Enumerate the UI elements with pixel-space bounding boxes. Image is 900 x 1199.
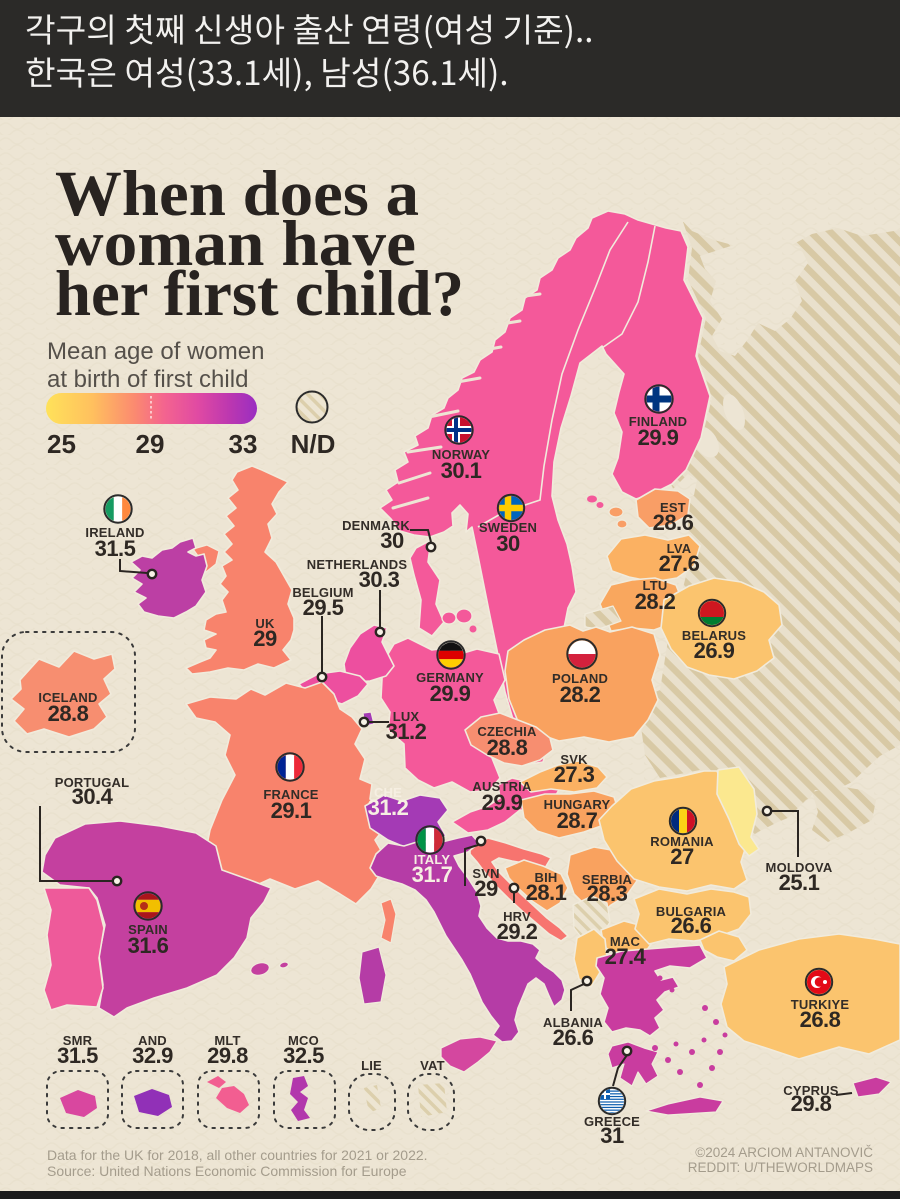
- svg-text:LIE: LIE: [361, 1058, 382, 1073]
- svg-text:27.6: 27.6: [659, 551, 700, 576]
- svg-text:32.5: 32.5: [283, 1043, 324, 1068]
- svg-text:31.7: 31.7: [412, 862, 453, 887]
- svg-text:29.8: 29.8: [791, 1091, 832, 1116]
- svg-text:FINLAND: FINLAND: [629, 414, 687, 429]
- svg-text:31.5: 31.5: [57, 1043, 98, 1068]
- svg-text:HUNGARY: HUNGARY: [544, 797, 611, 812]
- svg-text:30: 30: [380, 528, 404, 553]
- svg-text:N/D: N/D: [291, 429, 336, 459]
- svg-text:ROMANIA: ROMANIA: [650, 834, 714, 849]
- svg-text:30.3: 30.3: [359, 567, 400, 592]
- svg-text:26.8: 26.8: [800, 1007, 841, 1032]
- svg-text:BELGIUM: BELGIUM: [292, 585, 353, 600]
- svg-text:27: 27: [670, 844, 694, 869]
- svg-text:PORTUGAL: PORTUGAL: [55, 775, 130, 790]
- svg-text:DENMARK: DENMARK: [342, 518, 410, 533]
- svg-text:29.2: 29.2: [497, 919, 538, 944]
- svg-text:SVK: SVK: [560, 752, 588, 767]
- svg-text:SERBIA: SERBIA: [582, 872, 633, 887]
- svg-text:UK: UK: [255, 616, 275, 631]
- svg-text:LVA: LVA: [667, 541, 692, 556]
- svg-text:MOLDOVA: MOLDOVA: [766, 860, 833, 875]
- svg-text:Mean age of women: Mean age of women: [47, 338, 264, 365]
- svg-text:GREECE: GREECE: [584, 1114, 640, 1129]
- svg-text:29: 29: [474, 876, 498, 901]
- svg-text:ICELAND: ICELAND: [38, 690, 97, 705]
- svg-text:29: 29: [136, 429, 165, 459]
- svg-text:31.6: 31.6: [128, 933, 169, 958]
- svg-text:28.8: 28.8: [48, 701, 89, 726]
- svg-text:REDDIT: U/THEWORLDMAPS: REDDIT: U/THEWORLDMAPS: [688, 1160, 873, 1175]
- svg-text:GERMANY: GERMANY: [416, 670, 484, 685]
- svg-text:NETHERLANDS: NETHERLANDS: [307, 557, 408, 572]
- svg-text:31.2: 31.2: [386, 719, 427, 744]
- svg-text:26.9: 26.9: [694, 638, 735, 663]
- svg-text:26.6: 26.6: [671, 913, 712, 938]
- svg-text:AUSTRIA: AUSTRIA: [472, 779, 532, 794]
- svg-text:30.1: 30.1: [441, 458, 482, 483]
- svg-text:SWEDEN: SWEDEN: [479, 520, 537, 535]
- svg-text:31.5: 31.5: [95, 536, 136, 561]
- svg-text:When does a: When does a: [55, 158, 419, 230]
- svg-text:CZECHIA: CZECHIA: [477, 724, 537, 739]
- svg-text:29.1: 29.1: [271, 798, 312, 823]
- svg-text:MCO: MCO: [288, 1033, 319, 1048]
- svg-text:29.9: 29.9: [430, 681, 471, 706]
- svg-text:30.4: 30.4: [72, 784, 114, 809]
- svg-text:LUX: LUX: [393, 709, 420, 724]
- svg-text:LTU: LTU: [643, 578, 668, 593]
- svg-text:33: 33: [229, 429, 258, 459]
- svg-text:28.3: 28.3: [587, 881, 628, 906]
- svg-text:28.8: 28.8: [487, 735, 528, 760]
- svg-text:28.7: 28.7: [557, 808, 598, 833]
- svg-text:25.1: 25.1: [779, 870, 820, 895]
- svg-text:31: 31: [600, 1123, 624, 1148]
- svg-text:MLT: MLT: [214, 1033, 240, 1048]
- svg-text:SMR: SMR: [63, 1033, 93, 1048]
- svg-text:BELARUS: BELARUS: [682, 628, 746, 643]
- svg-text:SPAIN: SPAIN: [128, 922, 168, 937]
- svg-text:29.5: 29.5: [303, 595, 344, 620]
- svg-text:28.6: 28.6: [653, 510, 694, 535]
- svg-text:28.1: 28.1: [526, 880, 567, 905]
- svg-text:29: 29: [253, 626, 277, 651]
- svg-text:29.9: 29.9: [482, 790, 523, 815]
- svg-text:EST: EST: [660, 500, 686, 515]
- svg-text:ALBANIA: ALBANIA: [543, 1015, 603, 1030]
- svg-text:VAT: VAT: [420, 1058, 445, 1073]
- svg-text:AND: AND: [138, 1033, 167, 1048]
- svg-text:28.2: 28.2: [560, 682, 601, 707]
- svg-text:27.3: 27.3: [554, 762, 595, 787]
- svg-text:Source: United Nations Economi: Source: United Nations Economic Commissi…: [47, 1163, 407, 1179]
- svg-text:32.9: 32.9: [132, 1043, 173, 1068]
- svg-text:at birth of first child: at birth of first child: [47, 366, 248, 393]
- svg-text:POLAND: POLAND: [552, 671, 608, 686]
- svg-text:woman have: woman have: [55, 208, 416, 280]
- svg-text:NORWAY: NORWAY: [432, 447, 490, 462]
- svg-text:TURKIYE: TURKIYE: [791, 997, 850, 1012]
- svg-text:29.8: 29.8: [207, 1043, 248, 1068]
- svg-text:Data for the UK for 2018, all: Data for the UK for 2018, all other coun…: [47, 1147, 428, 1163]
- svg-text:BULGARIA: BULGARIA: [656, 904, 727, 919]
- svg-text:©2024 ARCIOM ANTANOVIČ: ©2024 ARCIOM ANTANOVIČ: [695, 1145, 873, 1160]
- svg-text:26.6: 26.6: [553, 1025, 594, 1050]
- svg-text:28.2: 28.2: [635, 589, 676, 614]
- svg-text:her first child?: her first child?: [55, 258, 464, 330]
- svg-text:25: 25: [47, 429, 76, 459]
- svg-text:BIH: BIH: [535, 870, 558, 885]
- svg-text:CYPRUS: CYPRUS: [783, 1083, 839, 1098]
- svg-text:30: 30: [496, 531, 520, 556]
- svg-text:CHE: CHE: [374, 785, 402, 800]
- svg-text:ITALY: ITALY: [414, 852, 451, 867]
- svg-text:27.4: 27.4: [605, 944, 647, 969]
- svg-text:HRV: HRV: [503, 909, 531, 924]
- svg-text:SVN: SVN: [472, 866, 499, 881]
- svg-text:MAC: MAC: [610, 934, 641, 949]
- svg-text:31.2: 31.2: [368, 795, 409, 820]
- svg-text:29.9: 29.9: [638, 425, 679, 450]
- svg-text:FRANCE: FRANCE: [263, 787, 318, 802]
- svg-text:IRELAND: IRELAND: [85, 525, 144, 540]
